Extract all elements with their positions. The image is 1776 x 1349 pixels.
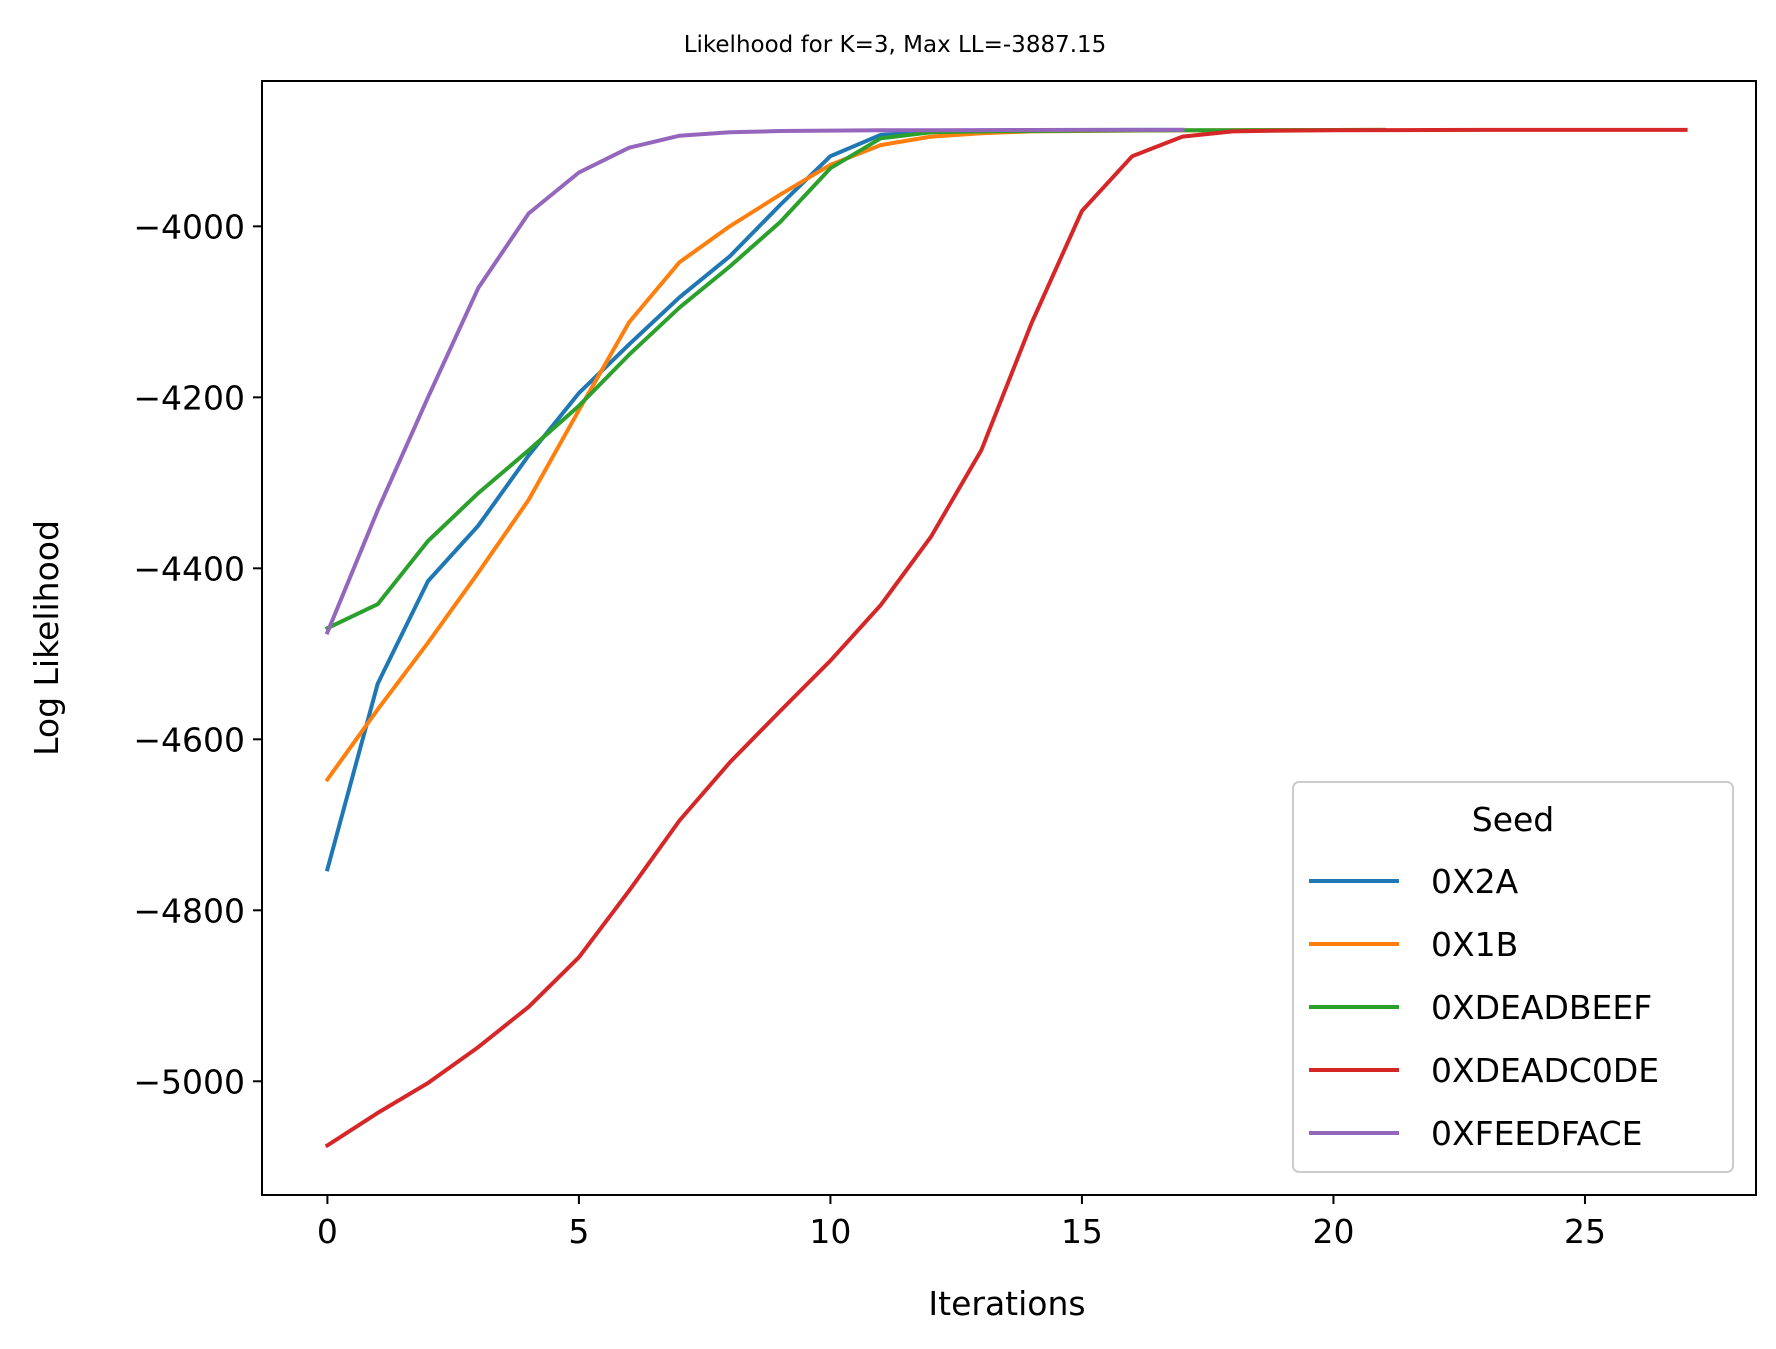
legend-label: 0XFEEDFACE — [1431, 1114, 1643, 1153]
legend-title: Seed — [1472, 800, 1555, 839]
legend-label: 0XDEADC0DE — [1431, 1051, 1659, 1090]
series-line-4 — [324, 127, 1185, 636]
legend-label: 0X2A — [1431, 862, 1519, 901]
chart-title: Likelhood for K=3, Max LL=-3887.15 — [684, 32, 1107, 58]
legend-label: 0X1B — [1431, 925, 1518, 964]
legend-box — [1292, 781, 1734, 1173]
legend: Seed 0X2A 0X1B 0XDEADBEEF 0XDEADC0DE 0XFEEDF… — [1292, 781, 1734, 1173]
plot-frame — [261, 80, 1757, 1196]
x-tick-label: 5 — [568, 1212, 589, 1251]
y-tick-label: −5000 — [133, 1062, 245, 1101]
x-axis: 0 5 10 15 20 25 — [317, 1195, 1606, 1251]
legend-entries: 0X2A 0X1B 0XDEADBEEF 0XDEADC0DE 0XFEEDFACE — [1309, 862, 1659, 1153]
x-tick-label: 25 — [1564, 1212, 1606, 1251]
y-axis: −5000 −4800 −4600 −4400 −4200 −4000 — [133, 207, 262, 1101]
x-axis-label: Iterations — [928, 1284, 1085, 1323]
y-tick-label: −4600 — [133, 720, 245, 759]
x-tick-label: 20 — [1312, 1212, 1354, 1251]
series-line-2 — [324, 127, 1386, 631]
series-line-3 — [324, 127, 1688, 1149]
y-tick-label: −4000 — [133, 207, 245, 246]
series-layer — [324, 127, 1688, 1149]
legend-label: 0XDEADBEEF — [1431, 988, 1652, 1027]
y-axis-label: Log Likelihood — [27, 520, 66, 756]
y-tick-label: −4400 — [133, 549, 245, 588]
y-tick-label: −4800 — [133, 891, 245, 930]
x-tick-label: 10 — [809, 1212, 851, 1251]
x-tick-label: 0 — [317, 1212, 338, 1251]
y-tick-label: −4200 — [133, 378, 245, 417]
x-tick-label: 15 — [1061, 1212, 1103, 1251]
